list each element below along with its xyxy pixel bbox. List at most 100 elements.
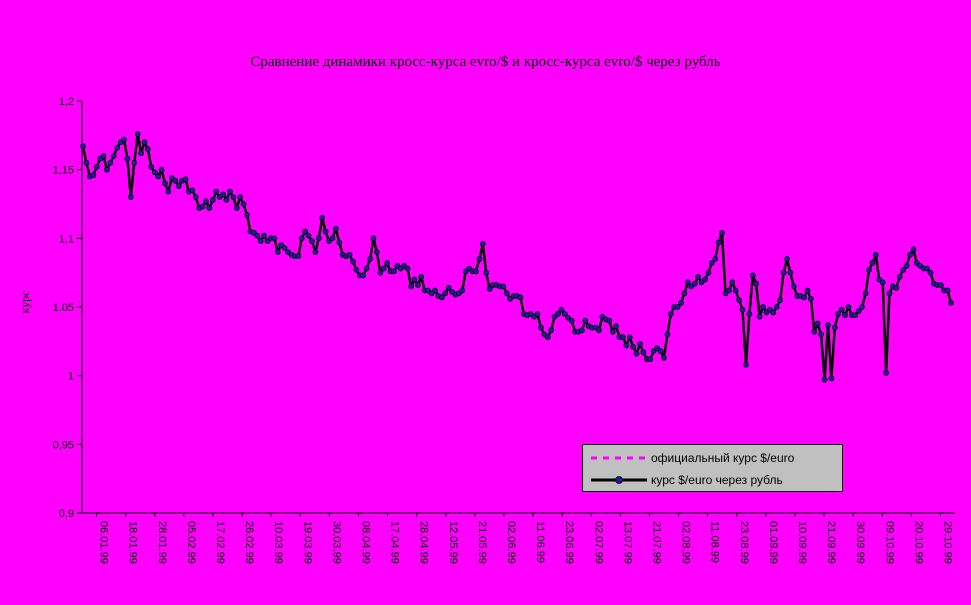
x-tick-label: 21.07.99 (650, 521, 662, 564)
data-point (903, 262, 910, 269)
x-tick-label: 02.08.99 (680, 521, 692, 564)
data-point (107, 159, 114, 166)
data-point (818, 331, 824, 338)
data-point (630, 343, 637, 350)
data-point (637, 341, 643, 347)
x-tick-label: 02.06.99 (505, 521, 517, 564)
data-point (900, 266, 907, 273)
data-point (517, 294, 524, 301)
data-point (363, 265, 370, 272)
data-point (804, 287, 811, 294)
data-point (165, 188, 172, 195)
data-point (124, 155, 131, 162)
data-point (329, 235, 336, 242)
data-point (760, 304, 766, 310)
data-point (811, 328, 818, 335)
data-point (893, 284, 900, 291)
data-point (90, 172, 97, 179)
data-point (712, 255, 719, 262)
data-point (845, 304, 852, 310)
data-point (373, 249, 380, 255)
data-point (937, 282, 944, 288)
data-point (869, 260, 876, 266)
data-point (209, 196, 216, 203)
data-point (281, 244, 288, 251)
data-point (558, 306, 565, 313)
data-point (233, 205, 240, 211)
data-point (391, 268, 397, 275)
data-point (404, 265, 411, 272)
data-point (199, 203, 206, 210)
data-point (620, 334, 626, 341)
data-point (626, 334, 633, 341)
data-point (784, 255, 790, 262)
x-tick-label: 23.06.99 (563, 521, 575, 564)
legend-label-official: официальный курс $/euro (651, 451, 795, 465)
data-point (825, 321, 831, 328)
data-point (220, 191, 226, 198)
data-point (309, 238, 315, 244)
data-point (753, 280, 760, 287)
chart-title: Сравнение динамики кросс-курса evro/$ и … (250, 54, 721, 70)
data-point (821, 376, 828, 383)
data-point (230, 194, 237, 200)
x-tick-label: 12.05.99 (447, 521, 459, 564)
data-point (910, 246, 917, 253)
data-point (872, 251, 879, 258)
data-point (674, 304, 681, 310)
legend-label-via-ruble: курс $/euro через рубль (651, 473, 783, 487)
data-point (380, 265, 387, 272)
data-point (896, 273, 903, 280)
data-point (319, 214, 326, 221)
data-point (555, 310, 561, 317)
data-point (192, 194, 199, 200)
data-point (114, 144, 121, 151)
data-point (172, 177, 179, 184)
data-point (134, 131, 141, 137)
data-point (801, 294, 807, 301)
data-point (948, 299, 954, 306)
data-point (773, 304, 780, 310)
x-tick-label: 20.10.99 (912, 521, 924, 564)
data-point (110, 152, 117, 159)
x-tick-label: 23.08.99 (738, 521, 750, 564)
data-point (715, 239, 722, 246)
data-point (883, 369, 889, 376)
data-point (582, 317, 589, 324)
x-tick-label: 01.09.99 (767, 521, 779, 564)
x-tick-label: 28.04.99 (418, 521, 430, 564)
data-point (749, 272, 756, 279)
data-point (579, 327, 585, 334)
data-point (726, 287, 732, 294)
data-point (151, 169, 158, 176)
data-point (315, 235, 322, 242)
data-point (459, 287, 466, 294)
data-point (756, 313, 763, 320)
data-point (944, 287, 951, 294)
data-point (859, 304, 865, 310)
x-tick-label: 13.07.99 (621, 521, 633, 564)
data-point (719, 229, 725, 236)
data-point (548, 327, 555, 334)
x-tick-label: 29.10.99 (941, 521, 953, 564)
data-point (295, 253, 302, 260)
data-point (770, 309, 777, 316)
data-point (298, 235, 305, 242)
data-point (886, 290, 893, 297)
data-point (678, 299, 684, 306)
y-tick-label: 1,15 (53, 165, 74, 177)
data-point (623, 342, 630, 349)
y-tick-label: 1,2 (59, 96, 74, 108)
x-tick-label: 28.01.99 (156, 521, 168, 564)
data-point (708, 260, 715, 266)
data-point (568, 317, 575, 324)
y-tick-label: 1 (68, 371, 74, 383)
data-point (787, 269, 794, 276)
data-point (261, 232, 267, 239)
data-point (414, 282, 421, 288)
x-tick-label: 02.07.99 (592, 521, 604, 564)
data-point (855, 308, 862, 314)
data-point (411, 276, 418, 283)
